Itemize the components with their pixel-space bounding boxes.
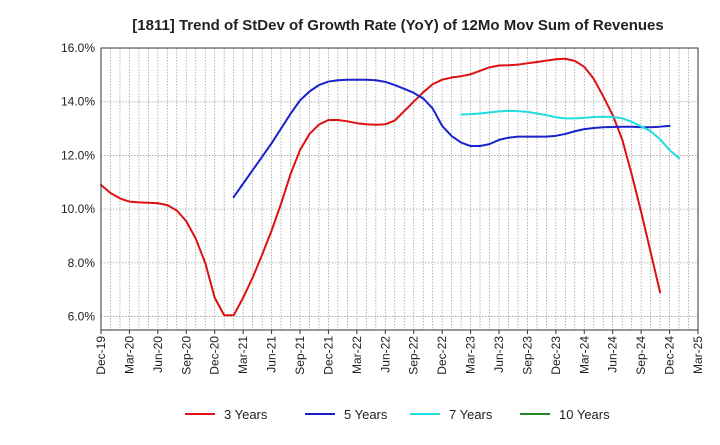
legend-label-3-years: 3 Years [224, 407, 268, 422]
x-tick-label: Jun-23 [492, 336, 506, 373]
y-tick-label: 12.0% [61, 148, 95, 162]
series-layer [100, 57, 681, 317]
x-tick-label: Mar-22 [350, 336, 364, 374]
x-tick-label: Dec-23 [549, 336, 563, 375]
legend-label-5-years: 5 Years [344, 407, 388, 422]
x-tick-label: Jun-24 [606, 336, 620, 373]
x-tick-label: Sep-23 [520, 336, 534, 375]
axis-layer: 6.0% 8.0% 10.0% 12.0% 14.0% 16.0% Dec-19 Mar-20… [61, 41, 705, 375]
x-tick-label: Dec-21 [321, 336, 335, 375]
series-line-7-years [460, 109, 681, 160]
x-tick-label: Jun-21 [265, 336, 279, 373]
series-line-5-years [232, 78, 671, 199]
x-tick-label: Jun-22 [378, 336, 392, 373]
x-tick-label: Jun-20 [151, 336, 165, 373]
y-tick-label: 14.0% [61, 95, 95, 109]
series-line-3-years [100, 57, 662, 317]
y-tick-label: 8.0% [68, 256, 96, 270]
x-tick-label: Sep-24 [634, 336, 648, 375]
x-tick-label: Mar-20 [122, 336, 136, 374]
x-tick-label: Sep-21 [293, 336, 307, 375]
x-tick-label: Mar-25 [691, 336, 705, 374]
x-tick-label: Sep-20 [179, 336, 193, 375]
chart-title: [1811] Trend of StDev of Growth Rate (Yo… [132, 17, 663, 34]
legend: 3 Years 5 Years 7 Years 10 Years [185, 407, 610, 422]
x-tick-label: Dec-20 [208, 336, 222, 375]
grid-layer [101, 47, 698, 330]
y-tick-label: 10.0% [61, 202, 95, 216]
plot-frame [100, 47, 699, 331]
x-tick-label: Dec-24 [663, 336, 677, 375]
y-tick-label: 16.0% [61, 41, 95, 55]
x-tick-label: Dec-19 [94, 336, 108, 375]
x-tick-label: Sep-22 [407, 336, 421, 375]
legend-label-10-years: 10 Years [559, 407, 610, 422]
x-tick-label: Mar-24 [577, 336, 591, 374]
y-tick-label: 6.0% [68, 310, 96, 324]
legend-label-7-years: 7 Years [449, 407, 493, 422]
x-tick-label: Mar-23 [464, 336, 478, 374]
x-tick-label: Dec-22 [435, 336, 449, 375]
x-tick-label: Mar-21 [236, 336, 250, 374]
